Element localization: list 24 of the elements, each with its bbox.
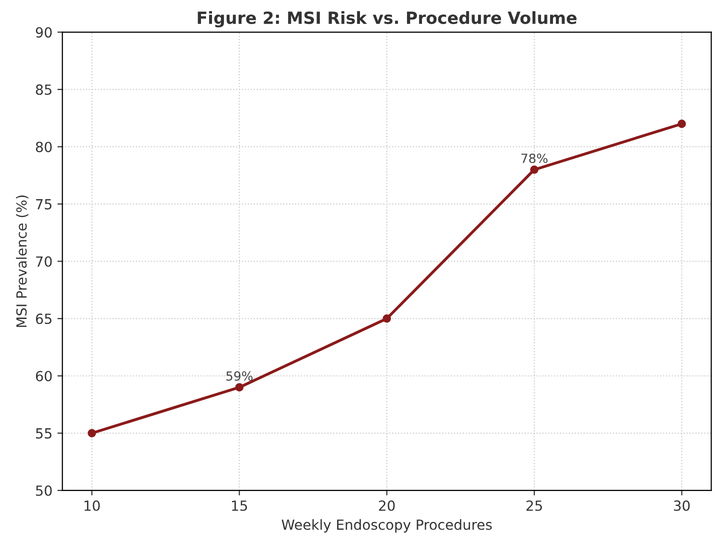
data-label: 78% — [521, 154, 548, 164]
point — [235, 383, 244, 392]
data-label: 59% — [226, 371, 253, 381]
y-tick-label: 50 — [36, 485, 52, 496]
y-tick-label: 90 — [36, 27, 52, 38]
x-axis-title: Weekly Endoscopy Procedures — [282, 519, 492, 533]
chart-title: Figure 2: MSI Risk vs. Procedure Volume — [198, 11, 577, 28]
y-tick-label: 65 — [36, 314, 52, 324]
y-tick-label: 75 — [36, 199, 52, 210]
y-tick-label: 60 — [36, 370, 52, 382]
point — [382, 314, 391, 323]
y-tick-label: 70 — [36, 256, 52, 267]
x-tick-label: 10 — [84, 500, 100, 511]
x-tick-label: 30 — [674, 500, 690, 511]
y-axis-title: MSI Prevalence (%) — [16, 196, 28, 327]
y-tick-label: 85 — [36, 84, 52, 95]
x-tick-label: 20 — [379, 500, 395, 511]
y-tick-label: 55 — [36, 428, 52, 439]
point — [678, 120, 686, 128]
x-tick-label: 15 — [232, 500, 247, 511]
point — [530, 165, 538, 174]
y-tick-label: 80 — [36, 142, 52, 152]
point — [88, 428, 96, 438]
x-tick-label: 25 — [526, 500, 542, 511]
